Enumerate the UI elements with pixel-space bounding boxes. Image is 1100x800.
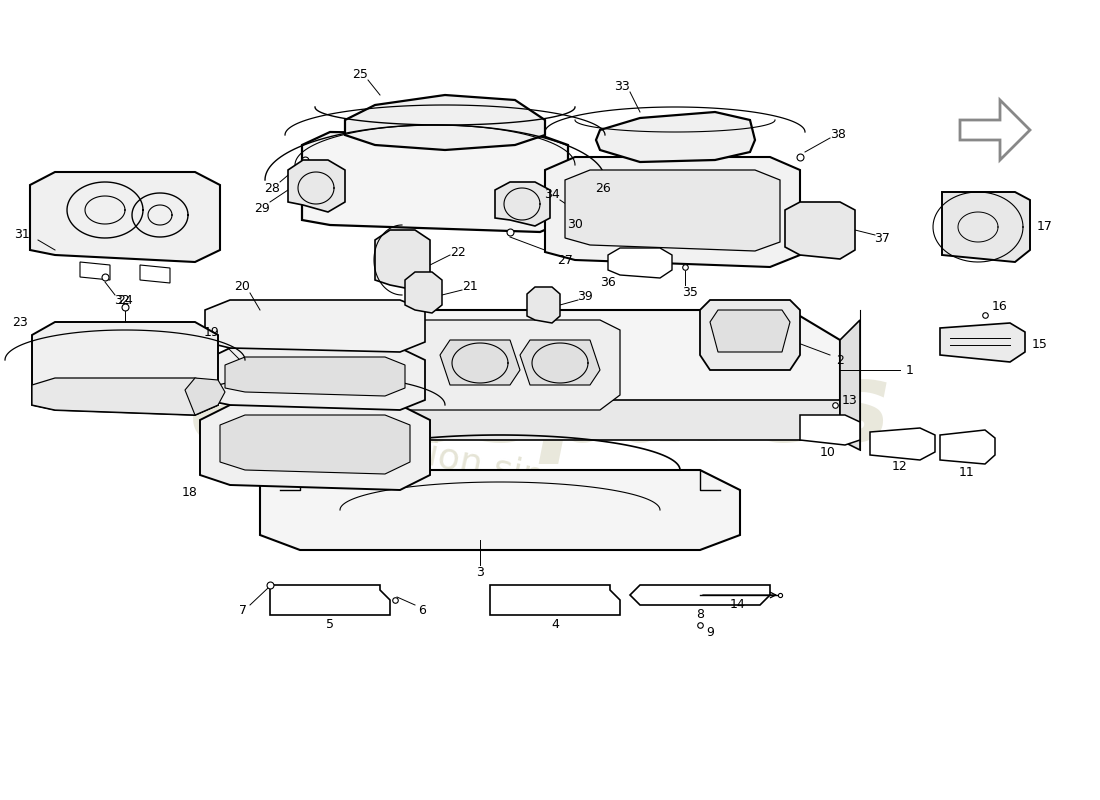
- Polygon shape: [840, 320, 860, 450]
- Text: 20: 20: [234, 281, 250, 294]
- Text: 16: 16: [992, 301, 1008, 314]
- Text: 6: 6: [418, 603, 426, 617]
- Polygon shape: [280, 400, 840, 440]
- Text: 4: 4: [551, 618, 559, 631]
- Polygon shape: [490, 585, 620, 615]
- Polygon shape: [440, 340, 520, 385]
- Polygon shape: [260, 470, 740, 550]
- Polygon shape: [520, 340, 600, 385]
- Polygon shape: [80, 262, 110, 280]
- Text: 9: 9: [706, 626, 714, 638]
- Polygon shape: [405, 272, 442, 313]
- Text: 32: 32: [114, 294, 130, 306]
- Text: a passion since 1985: a passion since 1985: [310, 414, 690, 526]
- Polygon shape: [280, 310, 840, 430]
- Polygon shape: [495, 182, 550, 226]
- Text: 31: 31: [14, 229, 30, 242]
- Polygon shape: [32, 322, 218, 415]
- Text: 21: 21: [462, 281, 477, 294]
- Text: 24: 24: [117, 294, 133, 306]
- Polygon shape: [185, 378, 226, 415]
- Text: 26: 26: [595, 182, 610, 194]
- Polygon shape: [140, 265, 170, 283]
- Polygon shape: [700, 300, 800, 370]
- Text: 2: 2: [836, 354, 844, 366]
- Polygon shape: [630, 585, 770, 605]
- Text: 1: 1: [906, 363, 914, 377]
- Text: 10: 10: [821, 446, 836, 459]
- Polygon shape: [226, 357, 405, 396]
- Polygon shape: [565, 170, 780, 251]
- Text: 19: 19: [205, 326, 220, 339]
- Text: 5: 5: [326, 618, 334, 631]
- Text: 17: 17: [1037, 221, 1053, 234]
- Text: eurospares: eurospares: [189, 357, 891, 463]
- Polygon shape: [220, 415, 410, 474]
- Polygon shape: [940, 323, 1025, 362]
- Polygon shape: [608, 248, 672, 278]
- Polygon shape: [870, 428, 935, 460]
- Polygon shape: [205, 300, 425, 352]
- Text: 25: 25: [352, 67, 367, 81]
- Text: 14: 14: [730, 598, 746, 610]
- Polygon shape: [544, 157, 800, 267]
- Text: 33: 33: [614, 79, 630, 93]
- Polygon shape: [345, 95, 544, 150]
- Polygon shape: [350, 320, 620, 410]
- Text: 13: 13: [843, 394, 858, 406]
- Polygon shape: [270, 585, 390, 615]
- Polygon shape: [288, 160, 345, 212]
- Text: 11: 11: [959, 466, 975, 478]
- Polygon shape: [302, 132, 568, 232]
- Text: 28: 28: [264, 182, 279, 194]
- Text: 27: 27: [557, 254, 573, 266]
- Polygon shape: [785, 202, 855, 259]
- Text: 3: 3: [476, 566, 484, 578]
- Text: 39: 39: [578, 290, 593, 303]
- Text: 23: 23: [12, 315, 28, 329]
- Text: 15: 15: [1032, 338, 1048, 351]
- Polygon shape: [205, 348, 425, 410]
- Polygon shape: [960, 100, 1030, 160]
- Polygon shape: [30, 172, 220, 262]
- Polygon shape: [596, 112, 755, 162]
- Polygon shape: [32, 378, 218, 415]
- Text: 38: 38: [830, 127, 846, 141]
- Polygon shape: [940, 430, 996, 464]
- Polygon shape: [200, 405, 430, 490]
- Text: 18: 18: [183, 486, 198, 498]
- Text: 37: 37: [874, 231, 890, 245]
- Text: 12: 12: [892, 461, 907, 474]
- Polygon shape: [942, 192, 1030, 262]
- Text: 36: 36: [601, 277, 616, 290]
- Polygon shape: [710, 310, 790, 352]
- Text: 8: 8: [696, 609, 704, 622]
- Polygon shape: [800, 415, 860, 445]
- Text: 22: 22: [450, 246, 466, 258]
- Text: 34: 34: [544, 189, 560, 202]
- Text: 7: 7: [239, 603, 248, 617]
- Text: 30: 30: [568, 218, 583, 231]
- Text: 35: 35: [682, 286, 697, 298]
- Text: 29: 29: [254, 202, 270, 214]
- Polygon shape: [527, 287, 560, 323]
- Polygon shape: [375, 230, 430, 290]
